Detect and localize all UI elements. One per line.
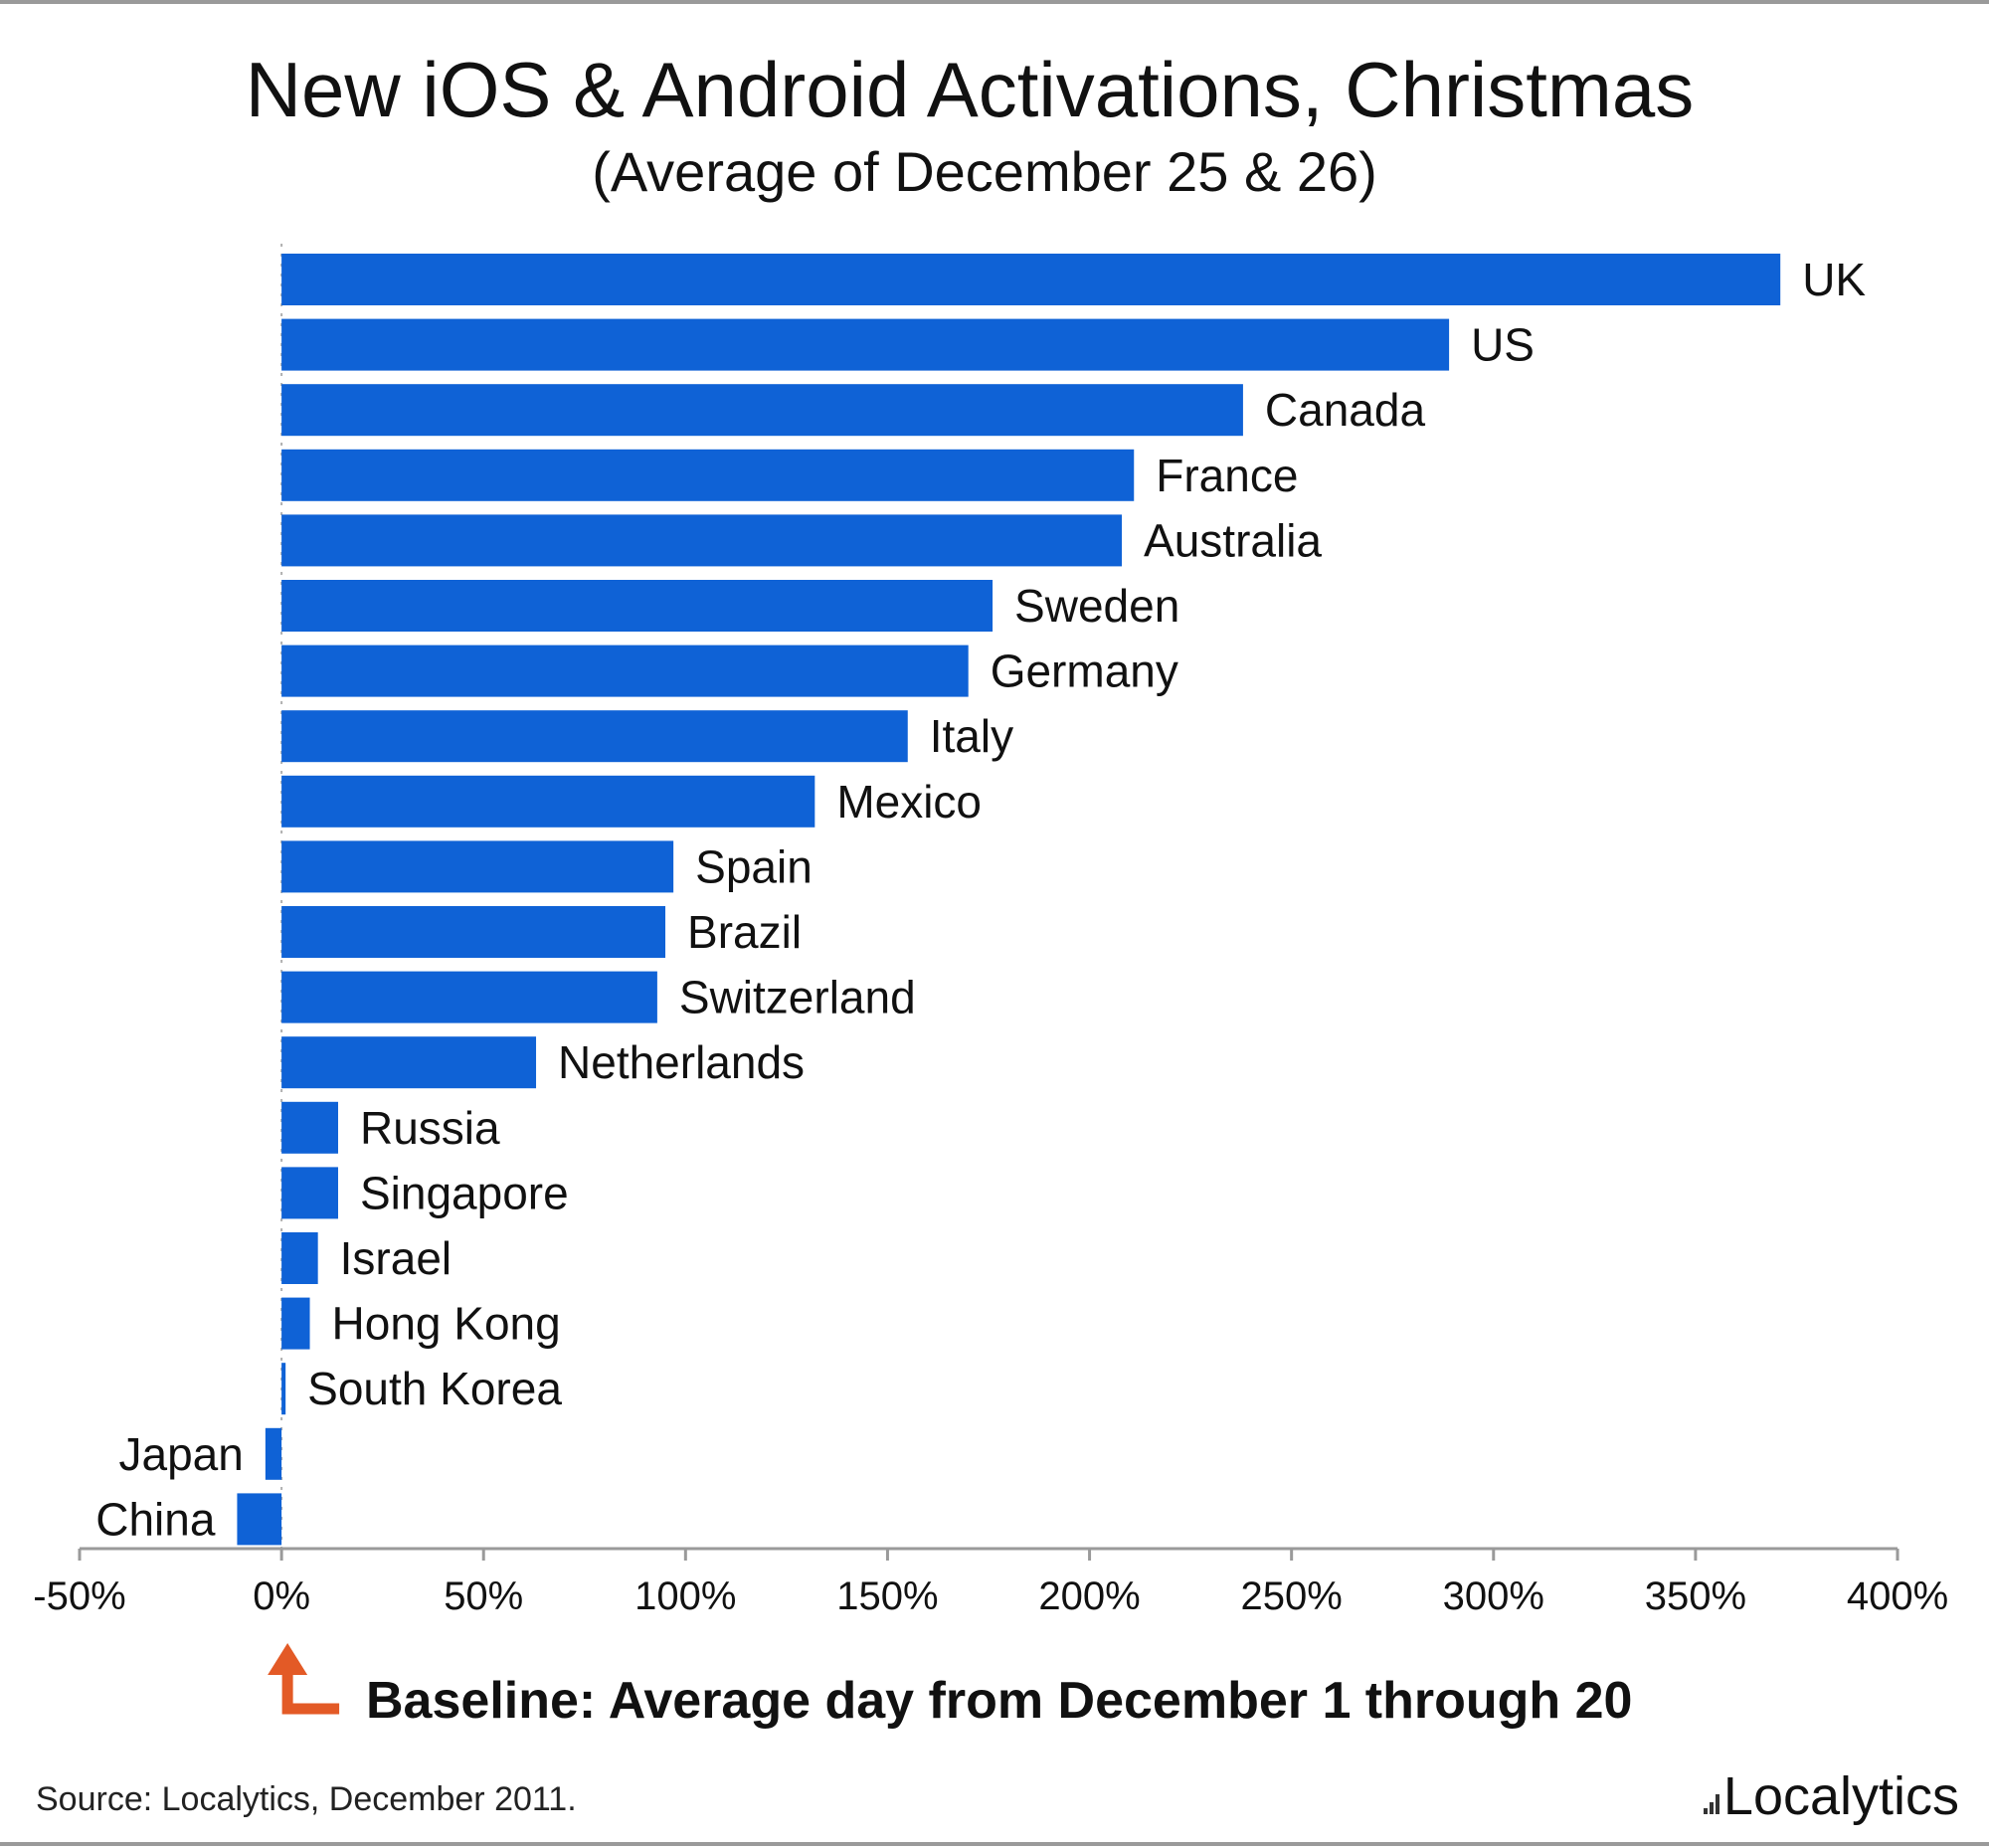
chart-title: New iOS & Android Activations, Christmas bbox=[245, 46, 1695, 133]
x-tick-label: 200% bbox=[1038, 1574, 1140, 1618]
bar-brazil bbox=[281, 906, 666, 958]
bar-label: Brazil bbox=[687, 906, 802, 958]
arrow-shaft bbox=[281, 1671, 340, 1715]
bar-label: South Korea bbox=[307, 1363, 562, 1414]
bar-south-korea bbox=[281, 1363, 286, 1415]
bar-label: Australia bbox=[1144, 514, 1322, 566]
bar-label: Switzerland bbox=[679, 972, 916, 1023]
bar-canada bbox=[281, 384, 1243, 437]
bar-label: UK bbox=[1802, 254, 1866, 305]
x-tick-label: 250% bbox=[1241, 1574, 1343, 1618]
bar-label: Hong Kong bbox=[332, 1298, 561, 1350]
bottom-frame-line bbox=[0, 1842, 1989, 1846]
bar-label: Russia bbox=[360, 1102, 500, 1154]
baseline-arrow-icon bbox=[268, 1643, 340, 1715]
x-tick-label: 400% bbox=[1847, 1574, 1948, 1618]
bar-label: Israel bbox=[340, 1232, 452, 1284]
bar-hong-kong bbox=[281, 1297, 310, 1350]
bar-russia bbox=[281, 1101, 338, 1154]
bar-australia bbox=[281, 514, 1123, 567]
top-frame-line bbox=[0, 0, 1989, 4]
bar-label: Mexico bbox=[836, 776, 982, 828]
bar-uk bbox=[281, 254, 1781, 305]
x-tick-label: 100% bbox=[634, 1574, 736, 1618]
bar-label: Italy bbox=[930, 710, 1013, 762]
bar-netherlands bbox=[281, 1036, 537, 1089]
bar-switzerland bbox=[281, 971, 657, 1023]
bars-group: UK US Canada France Australia Sweden Germany It… bbox=[95, 244, 1866, 1549]
bar-france bbox=[281, 449, 1135, 501]
bar-china bbox=[237, 1493, 282, 1546]
bar-label: Sweden bbox=[1014, 580, 1179, 632]
bar-label: China bbox=[95, 1493, 216, 1545]
logo-bars-icon bbox=[1703, 1792, 1721, 1814]
x-tick-label: 150% bbox=[836, 1574, 938, 1618]
bar-label: US bbox=[1471, 319, 1535, 371]
bar-israel bbox=[281, 1232, 318, 1284]
bar-spain bbox=[281, 840, 674, 893]
bar-sweden bbox=[281, 580, 994, 632]
bar-label: Canada bbox=[1265, 384, 1426, 436]
source-note: Source: Localytics, December 2011. bbox=[36, 1780, 577, 1818]
brand-name: Localytics bbox=[1722, 1766, 1959, 1826]
x-tick-label: 0% bbox=[253, 1574, 310, 1618]
bar-germany bbox=[281, 645, 969, 697]
bar-label: Spain bbox=[695, 840, 813, 892]
arrow-head bbox=[268, 1643, 308, 1675]
bar-label: Netherlands bbox=[558, 1036, 805, 1088]
bar-us bbox=[281, 318, 1450, 371]
x-tick-label: -50% bbox=[33, 1574, 125, 1618]
chart-subtitle: (Average of December 25 & 26) bbox=[592, 140, 1377, 203]
bar-mexico bbox=[281, 775, 815, 828]
x-tick-label: 300% bbox=[1443, 1574, 1544, 1618]
bar-label: Japan bbox=[119, 1428, 244, 1480]
bar-label: Singapore bbox=[360, 1167, 569, 1218]
x-axis: -50% 0% 50% 100% 150% 200% 250% 300% 350% 400% bbox=[33, 1547, 1948, 1618]
x-tick-label: 50% bbox=[444, 1574, 523, 1618]
bar-chart: UK US Canada France Australia Sweden Germany It… bbox=[33, 244, 1948, 1715]
brand-logo: Localytics bbox=[1703, 1765, 1959, 1827]
bar-italy bbox=[281, 710, 908, 763]
baseline-annotation: Baseline: Average day from December 1 th… bbox=[366, 1672, 1633, 1730]
bar-singapore bbox=[281, 1167, 338, 1219]
bar-japan bbox=[265, 1427, 282, 1480]
bar-label: Germany bbox=[991, 646, 1178, 697]
x-tick-label: 350% bbox=[1645, 1574, 1746, 1618]
bar-label: France bbox=[1156, 450, 1298, 501]
